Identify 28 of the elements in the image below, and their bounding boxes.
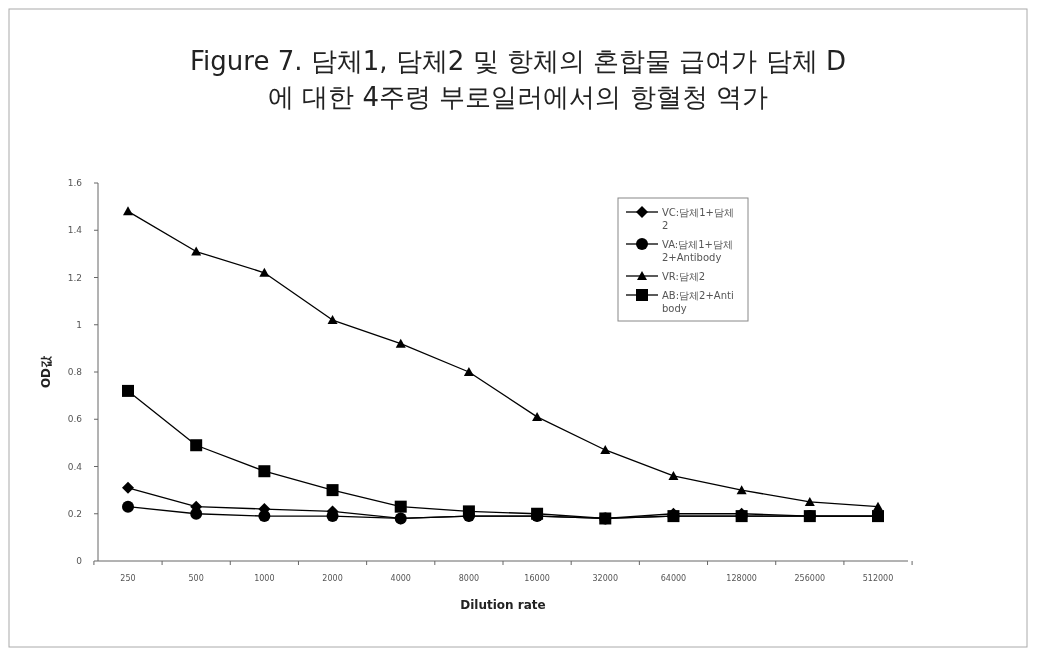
chart-title: Figure 7. 담체1, 담체2 및 항체의 혼합물 급여가 담체 D 에 대한 4주령 부로일러에서의 항혈청 역가 — [190, 46, 846, 112]
x-tick-label: 1000 — [254, 574, 275, 583]
x-tick-label: 256000 — [794, 574, 826, 583]
legend-label: VC:담체1+담체2 — [662, 207, 734, 231]
x-tick-label: 500 — [188, 574, 204, 583]
y-tick-label: 1.6 — [67, 178, 83, 188]
y-tick-label: 1.2 — [67, 272, 82, 283]
y-tick-label: 0 — [76, 556, 83, 566]
y-tick-label: 0.6 — [67, 414, 83, 425]
y-axis-title: OD값 — [39, 354, 53, 389]
x-tick-label: 64000 — [660, 574, 687, 583]
y-tick-label: 0.4 — [67, 461, 83, 472]
x-tick-label: 4000 — [390, 574, 411, 583]
y-tick-label: 0.8 — [67, 367, 83, 377]
x-tick-label: 8000 — [458, 574, 480, 583]
x-tick-label: 128000 — [726, 574, 757, 583]
x-tick-label: 32000 — [592, 574, 618, 583]
x-tick-label: 16000 — [524, 574, 550, 583]
x-axis-title: Dilution rate — [460, 598, 546, 612]
legend-label: VR:담체2 — [662, 271, 706, 282]
x-tick-label: 512000 — [862, 574, 894, 583]
legend-label: AB:담체2+Antibody — [662, 290, 734, 314]
x-tick-label: 250 — [120, 574, 136, 583]
x-tick-label: 2000 — [322, 574, 343, 583]
y-tick-label: 0.2 — [67, 508, 82, 519]
y-tick-label: 1 — [76, 319, 82, 330]
legend-label: VA:담체1+담체2+Antibody — [662, 239, 733, 263]
y-tick-label: 1.4 — [67, 225, 83, 236]
